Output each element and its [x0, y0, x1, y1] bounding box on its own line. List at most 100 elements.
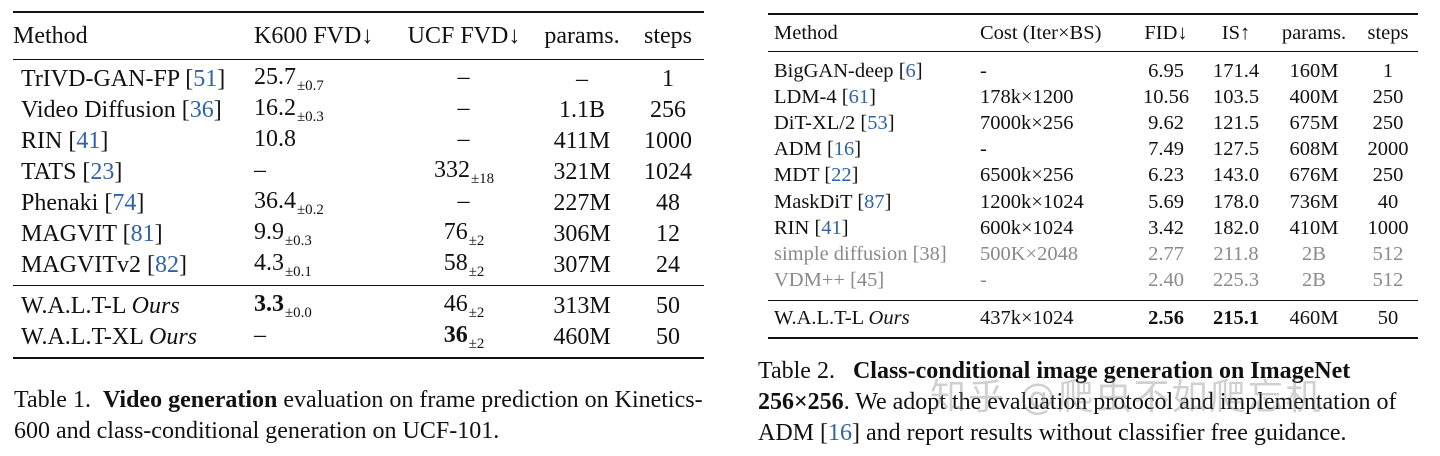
t1-row: MAGVITv2 [82] 4.3±0.1 58±2 307M 24: [13, 250, 704, 286]
t2-cost-cell: 6500k×256: [980, 163, 1130, 189]
t2-fid: 6.95: [1148, 59, 1184, 82]
t2-row-cite[interactable]: 53: [867, 111, 888, 134]
t2-is-cell: 121.5: [1202, 110, 1270, 136]
t1-ucf: –: [457, 95, 470, 122]
t1-ours-ucf: 36: [443, 322, 468, 349]
caption-2-text-b: ] and report results without classifier …: [852, 420, 1347, 447]
t2-steps: 2000: [1367, 138, 1409, 161]
t2-row-cite[interactable]: 22: [831, 164, 852, 187]
t2-fid-cell: 7.49: [1130, 137, 1202, 163]
t2-is: 127.5: [1212, 138, 1260, 161]
t1-ours-row: W.A.L.T-L Ours 3.3±0.0 46±2 313M 50: [13, 286, 704, 323]
t2-row-cite[interactable]: 61: [848, 85, 870, 108]
t2-row-cite[interactable]: 45: [856, 269, 878, 292]
t2-cost: -: [980, 59, 987, 82]
t1-ucf-cell: 332±18: [396, 157, 532, 188]
t1-params: 411M: [553, 128, 611, 154]
t1-params: –: [576, 66, 588, 92]
t1-header-ucf-fvd: UCF FVD↓: [407, 22, 521, 49]
t2-cost: 7000k×256: [980, 111, 1074, 134]
t2-row-method-cell: MDT [22]: [774, 164, 859, 187]
t1-ours-ucf-cell: 36±2: [396, 322, 532, 358]
t1-row-cite[interactable]: 36: [189, 97, 214, 123]
t2-row-method: ADM: [774, 138, 822, 161]
table-2: Method Cost (Iter×BS) FID↓ IS↑ params. s…: [768, 13, 1418, 339]
t2-row-method-cell: BigGAN-deep [6]: [774, 59, 923, 82]
t2-ours-is: 215.1: [1212, 307, 1260, 330]
t2-ours-steps: 50: [1377, 307, 1399, 330]
t2-is: 121.5: [1212, 111, 1260, 134]
t2-cost: 6500k×256: [980, 164, 1074, 187]
t1-steps-cell: 48: [632, 188, 704, 219]
t1-k600-std: ±0.2: [297, 201, 324, 218]
t1-ours-params: 460M: [553, 324, 611, 350]
t1-row-cite[interactable]: 51: [193, 66, 218, 92]
t2-is-cell: 225.3: [1202, 268, 1270, 301]
t2-is: 178.0: [1212, 190, 1260, 213]
t1-params: 1.1B: [558, 97, 605, 123]
t1-steps: 1: [662, 66, 674, 92]
t2-cost-cell: -: [980, 137, 1130, 163]
t1-params: 321M: [553, 159, 611, 185]
t1-row-cite[interactable]: 74: [112, 190, 137, 216]
t1-row-cite[interactable]: 82: [155, 252, 179, 278]
t2-row-cite[interactable]: 38: [919, 242, 940, 265]
t2-is-cell: 103.5: [1202, 84, 1270, 110]
t1-steps: 24: [656, 252, 680, 278]
t1-params-cell: 307M: [532, 250, 632, 286]
t1-params-cell: 411M: [532, 126, 632, 157]
t2-cost: 600k×1024: [980, 216, 1074, 239]
t1-row-cite[interactable]: 81: [130, 221, 155, 247]
t2-row-cite[interactable]: 87: [864, 190, 885, 213]
t2-header-steps: steps: [1367, 21, 1409, 44]
t1-row: RIN [41] 10.8 – 411M 1000: [13, 126, 704, 157]
t2-ours-cost-cell: 437k×1024: [980, 300, 1130, 338]
t2-steps-cell: 512: [1358, 241, 1418, 267]
caption-2-cite[interactable]: 16: [828, 420, 852, 447]
t2-row: RIN [41] 600k×1024 3.42 182.0 410M 1000: [768, 215, 1418, 241]
t1-row-method: MAGVITv2: [21, 252, 141, 278]
t2-params-cell: 2B: [1270, 241, 1358, 267]
t2-cost-cell: -: [980, 268, 1130, 301]
t2-steps-cell: 512: [1358, 268, 1418, 301]
t1-params-cell: 321M: [532, 157, 632, 188]
t1-steps-cell: 1: [632, 60, 704, 96]
t2-row-cite[interactable]: 6: [905, 59, 916, 82]
t1-row-cite[interactable]: 41: [76, 128, 101, 154]
t2-is-cell: 127.5: [1202, 137, 1270, 163]
t2-row-cite[interactable]: 16: [833, 138, 855, 161]
t2-row-method: BigGAN-deep: [774, 59, 894, 82]
t1-k600-cell: 36.4±0.2: [246, 188, 396, 219]
caption-1-bold: Video generation: [102, 387, 278, 413]
t2-cost-cell: 500K×2048: [980, 241, 1130, 267]
t2-is-cell: 182.0: [1202, 215, 1270, 241]
t2-row: DiT-XL/2 [53] 7000k×256 9.62 121.5 675M 250: [768, 110, 1418, 136]
t2-row-cite[interactable]: 41: [821, 216, 842, 239]
t2-cost: 1200k×1024: [980, 190, 1084, 213]
t1-ours-method-cell: W.A.L.T-XL Ours: [13, 322, 246, 358]
t1-k600-cell: 16.2±0.3: [246, 95, 396, 126]
t1-ucf: –: [457, 64, 470, 91]
t2-params-cell: 675M: [1270, 110, 1358, 136]
t1-steps-cell: 256: [632, 95, 704, 126]
t1-ours-tag: Ours: [131, 293, 180, 319]
t1-row-method-cell: TrIVD-GAN-FP [51]: [21, 66, 226, 92]
t1-ucf-cell: –: [396, 188, 532, 219]
t1-ucf-cell: –: [396, 126, 532, 157]
t2-steps-cell: 1000: [1358, 215, 1418, 241]
caption-2-label: Table 2.: [758, 358, 835, 384]
t1-row-method-cell: RIN [41]: [21, 128, 109, 154]
t2-fid: 2.77: [1148, 242, 1184, 265]
t2-steps-cell: 40: [1358, 189, 1418, 215]
t2-row: MaskDiT [87] 1200k×1024 5.69 178.0 736M 40: [768, 189, 1418, 215]
t2-row: MDT [22] 6500k×256 6.23 143.0 676M 250: [768, 163, 1418, 189]
t1-row-cite[interactable]: 23: [90, 159, 115, 185]
t2-row-method-cell: RIN [41]: [774, 216, 849, 239]
t2-row-method-cell: DiT-XL/2 [53]: [774, 111, 895, 134]
t1-steps: 256: [650, 97, 686, 123]
t2-params-cell: 608M: [1270, 137, 1358, 163]
t2-ours-fid-cell: 2.56: [1130, 300, 1202, 338]
t2-ours-steps-cell: 50: [1358, 300, 1418, 338]
t1-ucf-cell: 58±2: [396, 250, 532, 286]
t2-row: LDM-4 [61] 178k×1200 10.56 103.5 400M 250: [768, 84, 1418, 110]
